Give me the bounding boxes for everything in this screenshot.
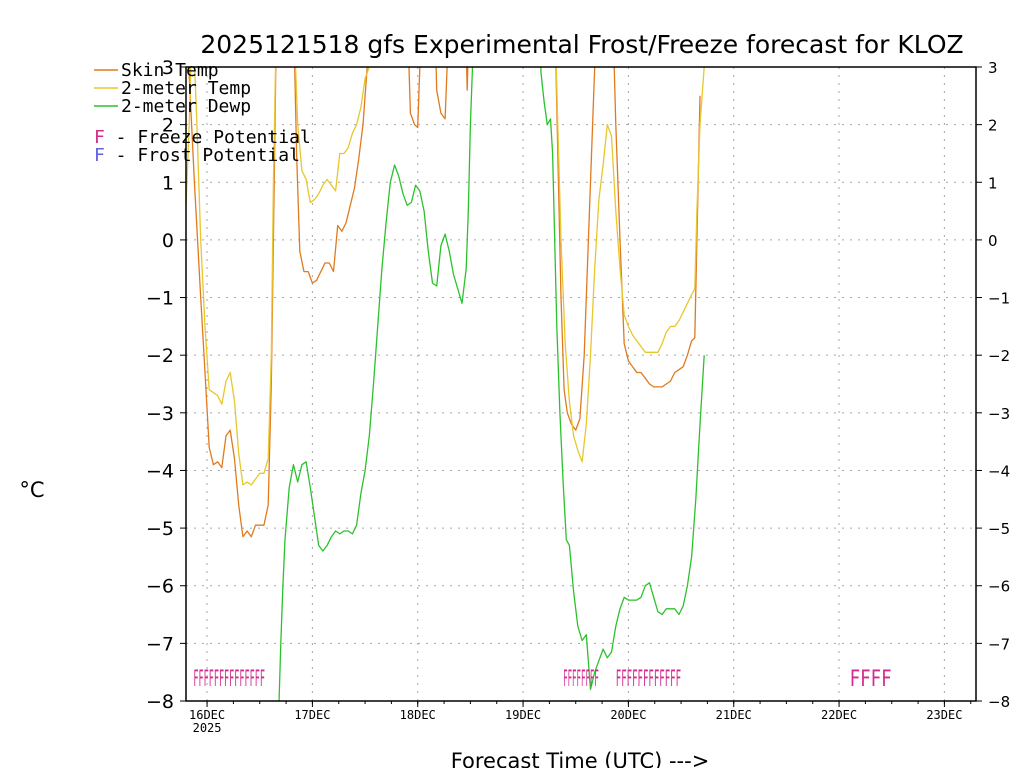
- y-tick-label: −3: [146, 403, 174, 425]
- y-tick-label: 1: [162, 172, 174, 194]
- y-tick-label-right: −6: [988, 578, 1010, 596]
- x-tick-label: 20DEC: [610, 708, 646, 722]
- x-tick-label: 19DEC: [505, 708, 541, 722]
- y-tick-label-right: −1: [988, 290, 1010, 308]
- y-tick-label: −4: [146, 460, 174, 482]
- chart-title: 2025121518 gfs Experimental Frost/Freeze…: [200, 30, 963, 59]
- y-tick-label-right: −2: [988, 347, 1010, 365]
- plot-frame: [185, 66, 977, 702]
- y-tick-label-right: 2: [988, 117, 998, 135]
- y-tick-label-right: −3: [988, 405, 1010, 423]
- x-tick-label: 17DEC: [294, 708, 330, 722]
- series-line-2-meter-dewp: [278, 67, 705, 701]
- legend-label: 2-meter Dewp: [121, 96, 251, 117]
- y-tick-label-right: 1: [988, 174, 998, 192]
- x-tick-label: 23DEC: [926, 708, 962, 722]
- legend-label: 2-meter Temp: [121, 78, 251, 99]
- freeze-potential-marks: FFFFFFFFFFFF: [616, 667, 681, 692]
- y-tick-label-right: −7: [988, 635, 1010, 653]
- y-tick-label-right: 0: [988, 232, 998, 250]
- potential-legend-label: F - Frost Potential: [94, 145, 300, 166]
- y-tick-label-right: −8: [988, 693, 1010, 711]
- freeze-potential-marks: FFFFFFFFFFFFFF: [193, 667, 265, 692]
- y-tick-label: −1: [146, 288, 174, 310]
- freeze-potential-marks: FFFFFFFF: [563, 667, 599, 692]
- y-tick-label: 0: [162, 230, 174, 252]
- x-tick-label: 18DEC: [400, 708, 436, 722]
- y-tick-label: 3: [162, 57, 174, 79]
- y-tick-label: −2: [146, 345, 174, 367]
- y-tick-label-right: −4: [988, 462, 1010, 480]
- x-tick-label: 16DEC: [189, 708, 225, 722]
- y-axis-label: °C: [19, 478, 44, 502]
- y-tick-label: −7: [146, 633, 174, 655]
- potential-legend-label: F - Freeze Potential: [94, 127, 311, 148]
- y-tick-label: −8: [146, 691, 174, 713]
- series-line-2-meter-temp: [186, 67, 705, 486]
- y-tick-label-right: 3: [988, 59, 998, 77]
- y-tick-label-right: −5: [988, 520, 1010, 538]
- legend-label: Skin Temp: [121, 60, 219, 81]
- x-tick-label: 22DEC: [821, 708, 857, 722]
- freeze-potential-marks: FFFF: [850, 667, 892, 692]
- x-tick-label: 21DEC: [716, 708, 752, 722]
- y-tick-label: 2: [162, 115, 174, 137]
- x-axis-label: Forecast Time (UTC) --->: [451, 749, 710, 768]
- y-tick-label: −6: [146, 576, 174, 598]
- y-tick-label: −5: [146, 518, 174, 540]
- series-line-skin-temp: [188, 67, 701, 538]
- x-tick-sublabel: 2025: [193, 721, 222, 735]
